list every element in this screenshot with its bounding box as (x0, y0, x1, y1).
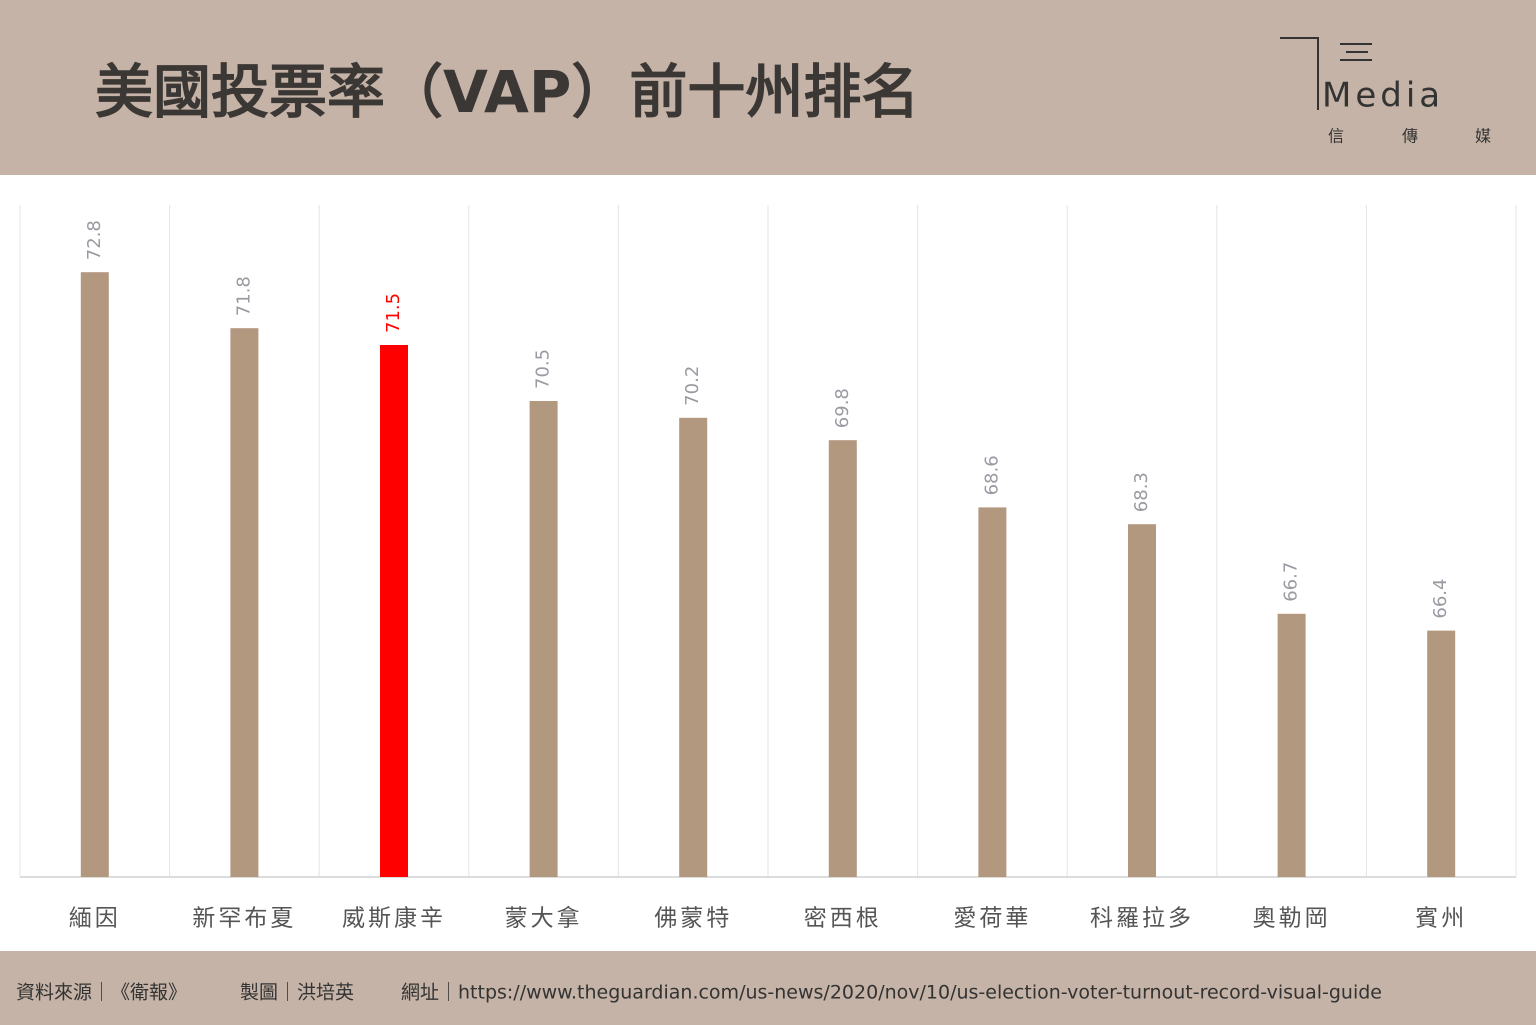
bar (978, 507, 1007, 877)
bar (1128, 524, 1156, 877)
footer-source: 資料來源｜《衛報》 (16, 982, 187, 1004)
footer-credit: 製圖｜洪培英 (240, 982, 354, 1004)
value-label: 70.2 (682, 366, 703, 406)
header-band (0, 0, 1536, 175)
logo-mark (1280, 37, 1372, 110)
bar (1277, 613, 1306, 877)
x-tick-label: 佛蒙特 (654, 906, 732, 932)
logo-subtitle: 信 (1328, 127, 1344, 146)
x-tick-label: 密西根 (804, 906, 882, 932)
logo-subtitle: 媒 (1475, 127, 1491, 146)
bar (828, 440, 857, 877)
value-label: 68.6 (981, 455, 1002, 495)
value-label: 71.8 (233, 276, 254, 316)
x-tick-label: 愛荷華 (953, 906, 1031, 932)
x-tick-label: 威斯康辛 (342, 906, 446, 932)
x-tick-label: 奧勒岡 (1253, 906, 1331, 932)
x-tick-label: 新罕布夏 (192, 906, 296, 932)
value-label: 66.4 (1430, 579, 1451, 619)
chart-title: 美國投票率（VAP）前十州排名 (95, 58, 919, 126)
x-tick-label: 蒙大拿 (505, 905, 583, 932)
footer-url: 網址｜https://www.theguardian.com/us-news/2… (401, 982, 1382, 1004)
bar (230, 328, 259, 877)
value-label: 66.7 (1281, 562, 1302, 602)
bar (1427, 630, 1456, 877)
logo-text: Media (1322, 76, 1444, 116)
value-label: 70.5 (533, 349, 554, 389)
bar (80, 272, 109, 877)
x-tick-label: 科羅拉多 (1090, 906, 1194, 932)
value-label: 68.3 (1131, 472, 1152, 512)
bar (679, 417, 708, 877)
logo: Media 信 傳 媒 (1280, 37, 1491, 146)
bar (380, 345, 408, 877)
value-label: 69.8 (832, 388, 853, 428)
x-tick-label: 緬因 (69, 906, 121, 932)
bar (529, 401, 558, 877)
logo-subtitle: 傳 (1402, 127, 1418, 146)
value-label: 72.8 (84, 220, 105, 260)
value-label: 71.5 (383, 293, 404, 333)
x-tick-label: 賓州 (1415, 906, 1467, 932)
footer-band (0, 951, 1536, 1025)
